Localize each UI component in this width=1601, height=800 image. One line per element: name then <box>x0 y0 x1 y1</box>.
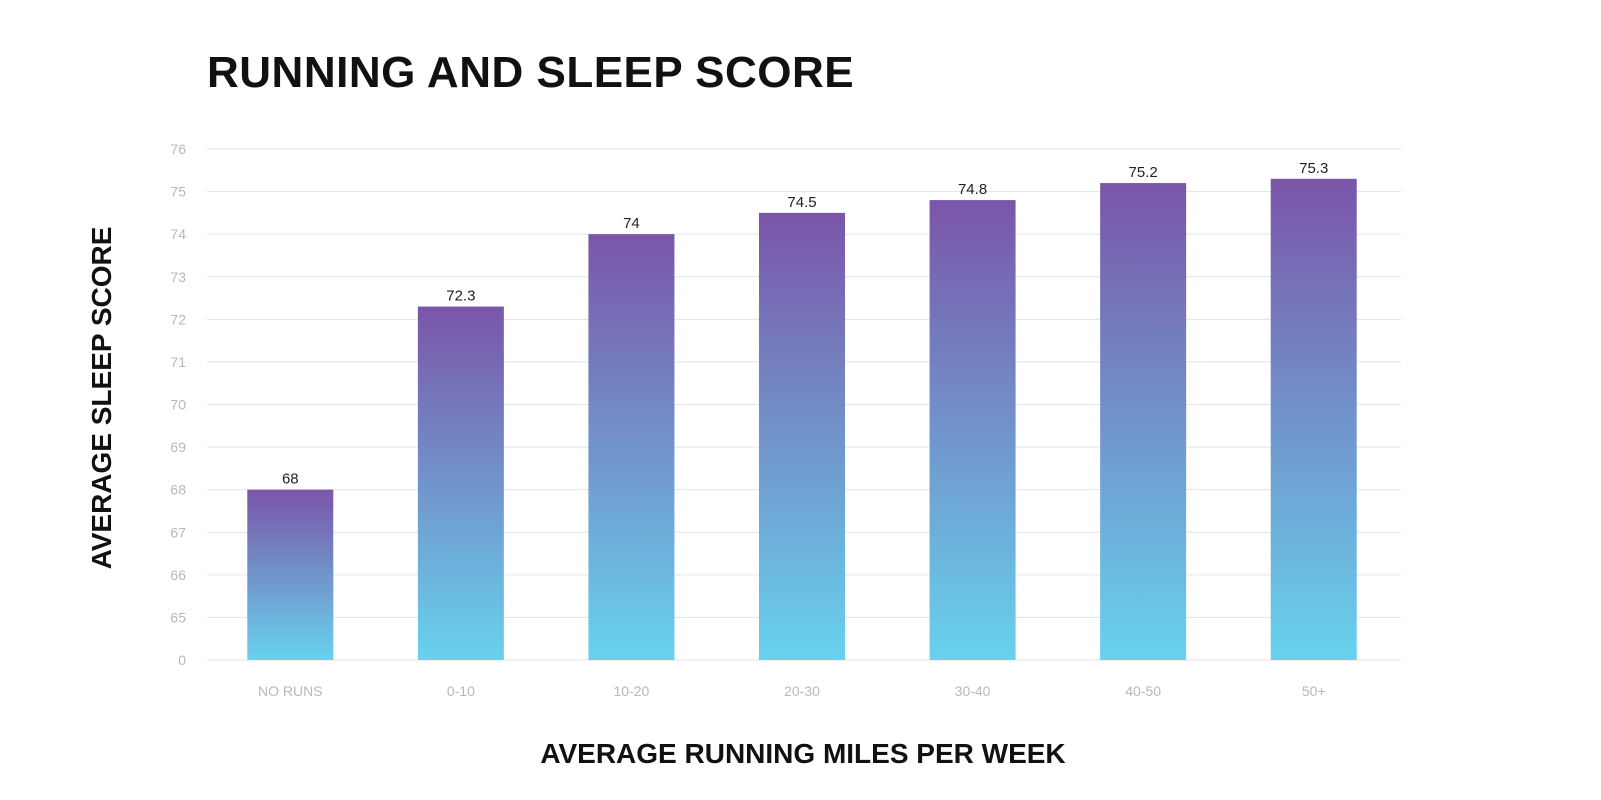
x-tick-label: 0-10 <box>447 683 475 699</box>
x-tick-label: 50+ <box>1302 683 1326 699</box>
bar <box>759 212 845 660</box>
y-tick-label: 74 <box>170 226 186 242</box>
bar <box>588 234 675 660</box>
x-tick-label: NO RUNS <box>258 683 323 699</box>
y-tick-label: 71 <box>170 354 186 370</box>
bar <box>247 489 334 660</box>
x-tick-label: 40-50 <box>1125 683 1161 699</box>
y-tick-label: 65 <box>170 609 186 625</box>
x-tick-label: 30-40 <box>955 683 991 699</box>
bar <box>1270 178 1357 660</box>
bar-value-label: 74 <box>623 215 640 232</box>
y-tick-label: 73 <box>170 269 186 285</box>
bar-value-label: 74.8 <box>958 181 987 198</box>
bar-value-label: 68 <box>282 471 299 488</box>
y-tick-label: 70 <box>170 397 186 413</box>
x-axis-label: AVERAGE RUNNING MILES PER WEEK <box>540 738 1066 769</box>
y-tick-label: 68 <box>170 482 186 498</box>
y-tick-label: 75 <box>170 184 186 200</box>
bar-value-label: 75.2 <box>1129 164 1158 181</box>
bar-value-label: 74.5 <box>787 194 816 211</box>
y-tick-label: 66 <box>170 567 186 583</box>
y-tick-label: 0 <box>178 652 186 668</box>
bar-value-label: 75.3 <box>1299 160 1328 177</box>
x-tick-label: 10-20 <box>614 683 650 699</box>
chart-title: RUNNING AND SLEEP SCORE <box>207 48 855 97</box>
bar-value-label: 72.3 <box>446 288 475 305</box>
bar <box>417 306 504 660</box>
y-tick-label: 69 <box>170 439 186 455</box>
bar <box>929 200 1016 660</box>
y-tick-label: 76 <box>170 141 186 157</box>
bar <box>1100 183 1187 661</box>
x-tick-label: 20-30 <box>784 683 820 699</box>
y-tick-label: 67 <box>170 524 186 540</box>
y-tick-label: 72 <box>170 311 186 327</box>
